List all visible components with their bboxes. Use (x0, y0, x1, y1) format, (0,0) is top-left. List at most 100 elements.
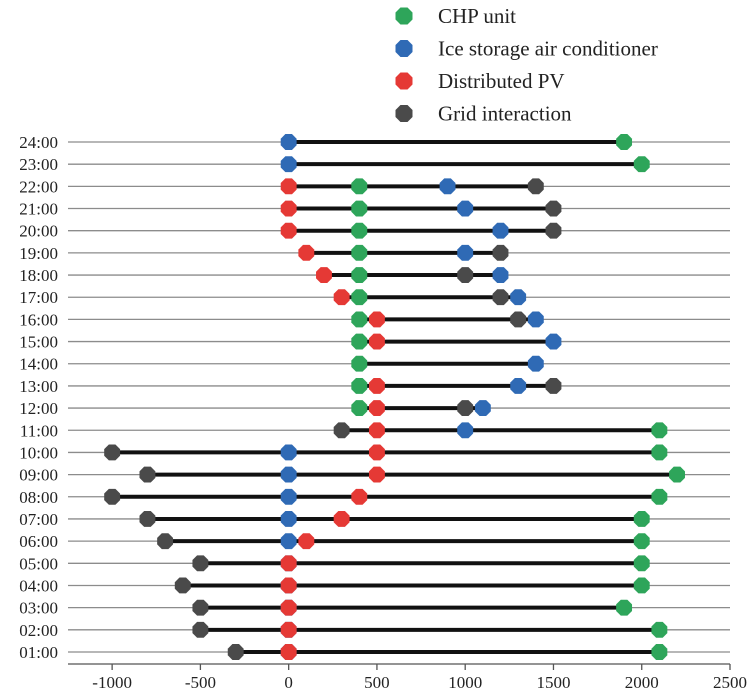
range-bars (112, 140, 678, 654)
point-grid-interaction-2000 (545, 222, 562, 239)
hour-label-0600: 06:00 (19, 532, 58, 551)
legend: CHP unit Ice storage air conditioner Distr… (395, 4, 658, 126)
legend-marker-grid-interaction (395, 105, 413, 122)
hour-label-1400: 14:00 (19, 355, 58, 374)
point-chp-unit-1400 (351, 355, 368, 372)
point-grid-interaction-0500 (192, 555, 209, 572)
point-chp-unit-0700 (633, 511, 650, 527)
point-distributed-pv-1700 (333, 289, 350, 306)
x-tick-label-2000: 2000 (625, 673, 659, 688)
point-distributed-pv-0800 (351, 488, 368, 505)
hour-label-1700: 17:00 (19, 288, 58, 307)
point-grid-interaction-0200 (192, 621, 209, 638)
point-chp-unit-0300 (616, 599, 633, 616)
hour-label-2400: 24:00 (19, 133, 58, 152)
hour-label-2000: 20:00 (19, 222, 58, 241)
x-tick-label-1500: 1500 (536, 673, 570, 688)
point-distributed-pv-1000 (368, 444, 385, 461)
point-distributed-pv-1500 (368, 333, 385, 350)
data-points (104, 134, 685, 660)
point-grid-interaction-1000 (104, 444, 121, 461)
point-ice-storage-air-conditioner-0700 (280, 511, 297, 527)
point-distributed-pv-1200 (368, 400, 385, 417)
point-grid-interaction-1800 (457, 267, 474, 283)
point-grid-interaction-1700 (492, 289, 509, 306)
point-ice-storage-air-conditioner-1600 (527, 311, 544, 328)
point-grid-interaction-1200 (457, 400, 474, 417)
point-chp-unit-1700 (351, 289, 368, 306)
hour-label-0200: 02:00 (19, 621, 58, 640)
point-chp-unit-2000 (351, 222, 368, 239)
hour-label-2100: 21:00 (19, 200, 58, 219)
hour-label-0700: 07:00 (19, 510, 58, 529)
point-distributed-pv-2000 (280, 222, 297, 239)
point-chp-unit-0200 (651, 621, 668, 638)
point-distributed-pv-2200 (280, 178, 297, 195)
hour-label-1300: 13:00 (19, 377, 58, 396)
point-grid-interaction-2100 (545, 200, 562, 217)
point-grid-interaction-0700 (139, 511, 156, 527)
point-chp-unit-0800 (651, 488, 668, 505)
hour-label-0400: 04:00 (19, 576, 58, 595)
legend-marker-chp-unit (395, 7, 413, 25)
point-chp-unit-1800 (351, 267, 368, 283)
hour-label-1800: 18:00 (19, 266, 58, 285)
hour-label-1100: 11:00 (20, 421, 58, 440)
point-chp-unit-1200 (351, 400, 368, 417)
point-ice-storage-air-conditioner-2300 (280, 156, 297, 173)
point-distributed-pv-1800 (316, 267, 332, 283)
hour-labels: 01:00 02:00 03:00 04:00 05:00 06:00 07:00 08:00… (19, 133, 58, 662)
point-chp-unit-0600 (633, 533, 650, 550)
point-grid-interaction-1300 (545, 377, 562, 394)
hour-label-0100: 01:00 (19, 643, 58, 662)
point-ice-storage-air-conditioner-1700 (510, 289, 527, 306)
hour-label-1500: 15:00 (19, 333, 58, 352)
hour-label-0300: 03:00 (19, 599, 58, 618)
point-grid-interaction-0300 (192, 599, 209, 616)
point-grid-interaction-0100 (227, 644, 244, 660)
hour-label-1000: 10:00 (19, 443, 58, 462)
point-ice-storage-air-conditioner-1400 (527, 355, 544, 372)
point-distributed-pv-0100 (280, 644, 297, 660)
point-chp-unit-2400 (616, 134, 633, 150)
x-tick-label-2500: 2500 (713, 673, 747, 688)
hour-label-1900: 19:00 (19, 244, 58, 263)
point-chp-unit-0500 (633, 555, 650, 572)
point-ice-storage-air-conditioner-1300 (510, 377, 527, 394)
hour-label-0900: 09:00 (19, 466, 58, 485)
point-grid-interaction-1100 (333, 422, 350, 439)
point-chp-unit-1000 (651, 444, 668, 461)
point-ice-storage-air-conditioner-1200 (474, 400, 491, 417)
point-distributed-pv-0900 (368, 466, 385, 483)
point-chp-unit-2200 (351, 178, 368, 195)
x-axis: -1000 -500 0 500 1000 1500 2000 2500 (68, 663, 747, 688)
point-grid-interaction-0800 (104, 488, 121, 505)
point-distributed-pv-0200 (280, 621, 297, 638)
hour-label-0800: 08:00 (19, 488, 58, 507)
x-tick-label-1000: 1000 (448, 673, 482, 688)
point-distributed-pv-1300 (368, 377, 385, 394)
legend-label-grid-interaction: Grid interaction (438, 102, 572, 126)
point-ice-storage-air-conditioner-1900 (457, 244, 474, 261)
point-chp-unit-1300 (351, 377, 368, 394)
point-chp-unit-2300 (633, 156, 650, 173)
x-tick-label-0: 0 (284, 673, 293, 688)
point-chp-unit-0100 (651, 644, 668, 660)
point-distributed-pv-1900 (298, 244, 315, 261)
point-chp-unit-1100 (651, 422, 668, 439)
hour-label-1600: 16:00 (19, 310, 58, 329)
x-tick-label--500: -500 (185, 673, 216, 688)
point-ice-storage-air-conditioner-0900 (280, 466, 297, 483)
hour-label-0500: 05:00 (19, 554, 58, 573)
point-distributed-pv-1100 (368, 422, 385, 439)
point-distributed-pv-1600 (368, 311, 385, 328)
point-grid-interaction-1600 (510, 311, 527, 328)
legend-label-distributed-pv: Distributed PV (438, 69, 565, 93)
hour-label-2200: 22:00 (19, 177, 58, 196)
legend-marker-distributed-pv (395, 72, 413, 90)
point-ice-storage-air-conditioner-2100 (457, 200, 474, 217)
point-distributed-pv-0700 (333, 511, 350, 527)
point-chp-unit-2100 (351, 200, 368, 217)
point-distributed-pv-0600 (298, 533, 315, 550)
